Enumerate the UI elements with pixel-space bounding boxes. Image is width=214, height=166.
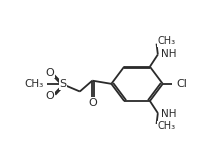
Text: O: O [46,68,54,78]
Text: S: S [60,80,67,89]
Text: NH: NH [160,49,176,59]
Text: O: O [89,98,97,108]
Text: CH₃: CH₃ [157,36,175,46]
Text: CH₃: CH₃ [157,121,175,131]
Text: Cl: Cl [177,79,187,89]
Text: O: O [46,91,54,101]
Text: NH: NH [160,109,176,119]
Text: CH₃: CH₃ [24,80,43,89]
